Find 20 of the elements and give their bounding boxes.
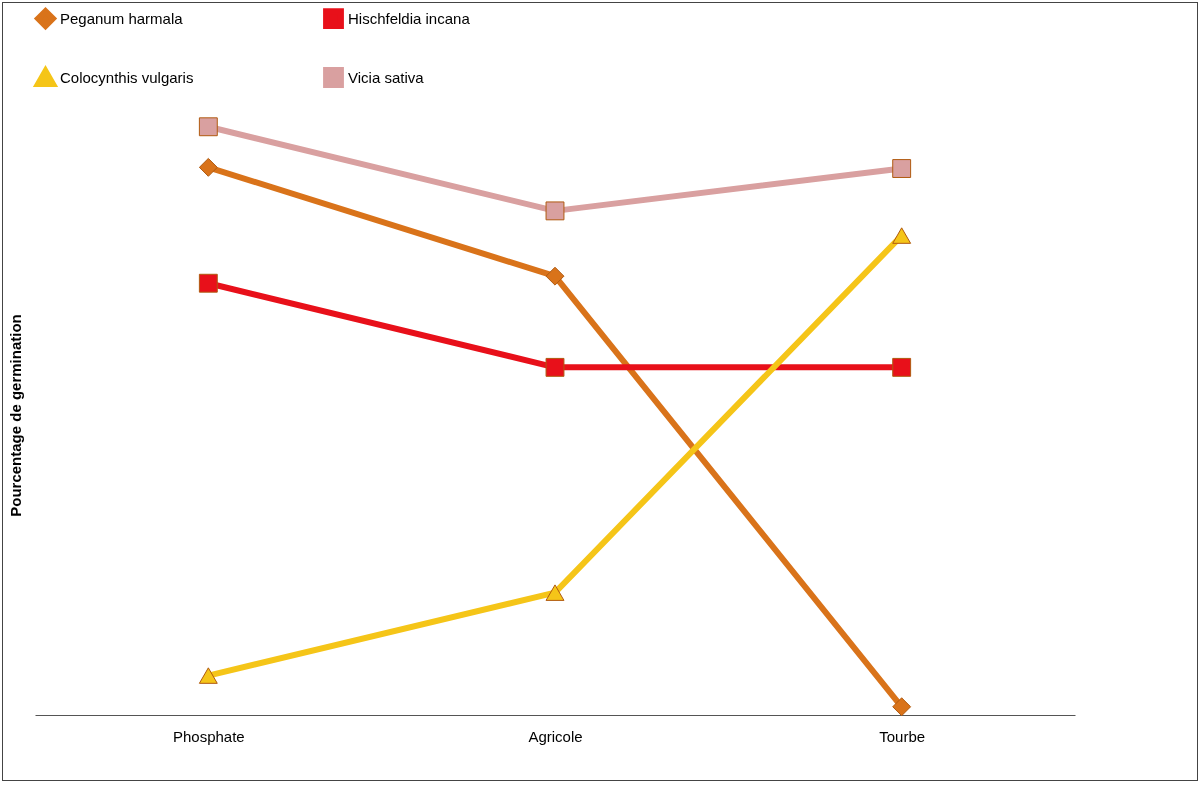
x-tick-label: Phosphate: [172, 727, 245, 745]
point: [545, 584, 565, 601]
point: [198, 667, 218, 684]
legend-label: Hischfeldia incana: [348, 9, 471, 27]
legend-label: Peganum harmala: [60, 9, 184, 27]
point: [545, 201, 565, 221]
point: [198, 273, 218, 293]
x-tick-label: Tourbe: [879, 727, 926, 745]
y-axis-title: Pourcentage de germination: [6, 314, 24, 517]
legend-label: Vicia sativa: [348, 68, 425, 86]
point: [198, 157, 218, 177]
point: [892, 159, 912, 178]
legend-label: Colocynthis vulgaris: [60, 68, 194, 86]
point: [892, 357, 912, 377]
point: [892, 697, 912, 717]
x-tick-label: Agricole: [528, 727, 583, 745]
point: [545, 357, 565, 377]
point: [892, 227, 912, 244]
point: [198, 117, 218, 137]
point: [545, 266, 565, 286]
